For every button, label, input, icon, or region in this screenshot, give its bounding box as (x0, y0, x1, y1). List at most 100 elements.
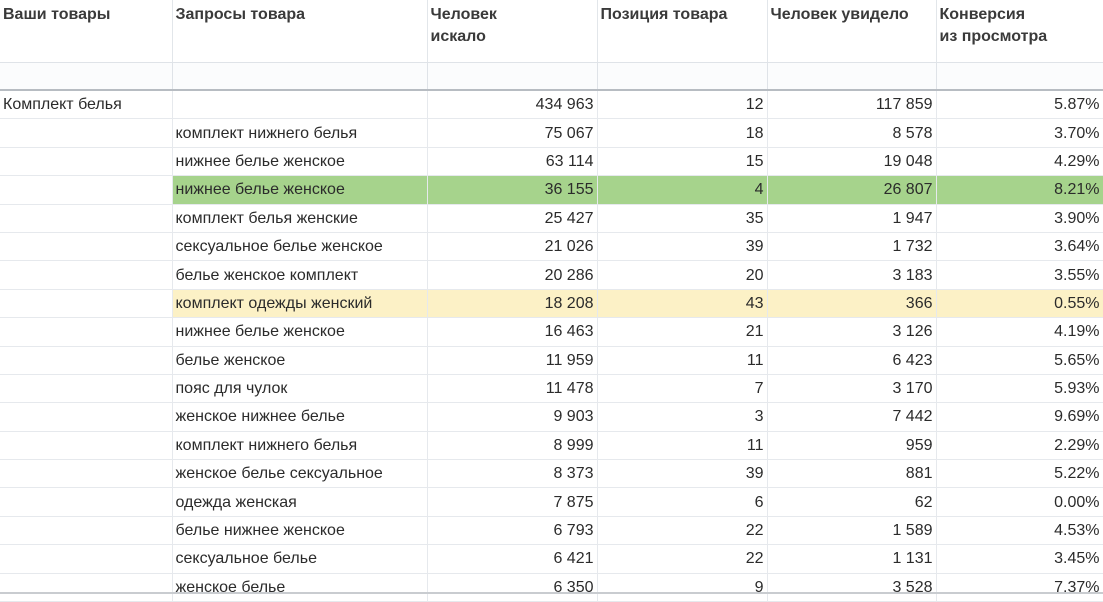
cell-seen[interactable]: 62 (767, 487, 937, 517)
cell-position[interactable]: 35 (597, 204, 768, 233)
header-queries[interactable]: Запросы товара (172, 0, 428, 63)
cell-position[interactable]: 39 (597, 232, 768, 262)
cell-query[interactable]: комплект одежды женский (172, 289, 428, 319)
cell-conversion[interactable]: 0.55% (936, 289, 1103, 319)
cell-product[interactable] (0, 431, 173, 461)
cell-conversion[interactable]: 3.90% (936, 204, 1103, 233)
cell-searched[interactable]: 8 373 (427, 459, 598, 489)
cell-query[interactable]: женское белье (172, 573, 428, 602)
cell-conversion[interactable]: 4.19% (936, 317, 1103, 347)
cell-searched[interactable]: 6 793 (427, 516, 598, 546)
cell-seen[interactable]: 7 442 (767, 402, 937, 432)
cell-seen[interactable]: 19 048 (767, 147, 937, 177)
cell-query[interactable]: женское нижнее белье (172, 402, 428, 432)
filter-cell[interactable] (597, 62, 768, 91)
cell-conversion[interactable]: 5.65% (936, 346, 1103, 375)
cell-conversion[interactable]: 0.00% (936, 487, 1103, 517)
cell-position[interactable]: 6 (597, 487, 768, 517)
cell-searched[interactable]: 16 463 (427, 317, 598, 347)
cell-position[interactable]: 18 (597, 118, 768, 148)
cell-position[interactable]: 39 (597, 459, 768, 489)
cell-seen[interactable]: 3 528 (767, 573, 937, 602)
cell-seen[interactable]: 881 (767, 459, 937, 489)
cell-query[interactable]: белье женское комплект (172, 260, 428, 290)
cell-searched[interactable]: 20 286 (427, 260, 598, 290)
cell-seen[interactable]: 26 807 (767, 175, 937, 205)
cell-conversion[interactable]: 3.55% (936, 260, 1103, 290)
cell-seen[interactable]: 117 859 (767, 90, 937, 120)
cell-product[interactable] (0, 402, 173, 432)
cell-conversion[interactable]: 3.70% (936, 118, 1103, 148)
cell-conversion[interactable]: 4.29% (936, 147, 1103, 177)
cell-seen[interactable]: 1 589 (767, 516, 937, 546)
cell-searched[interactable]: 11 959 (427, 346, 598, 375)
cell-seen[interactable]: 3 126 (767, 317, 937, 347)
cell-query[interactable]: сексуальное белье женское (172, 232, 428, 262)
cell-product[interactable] (0, 573, 173, 602)
cell-position[interactable]: 12 (597, 90, 768, 120)
cell-product[interactable] (0, 487, 173, 517)
cell-product[interactable] (0, 232, 173, 262)
cell-query[interactable]: нижнее белье женское (172, 147, 428, 177)
cell-searched[interactable]: 9 903 (427, 402, 598, 432)
cell-product[interactable] (0, 147, 173, 177)
header-products[interactable]: Ваши товары (0, 0, 173, 63)
cell-seen[interactable]: 8 578 (767, 118, 937, 148)
cell-query[interactable]: белье нижнее женское (172, 516, 428, 546)
cell-conversion[interactable]: 7.37% (936, 573, 1103, 602)
cell-position[interactable]: 22 (597, 544, 768, 574)
cell-position[interactable]: 20 (597, 260, 768, 290)
cell-query[interactable]: женское белье сексуальное (172, 459, 428, 489)
cell-conversion[interactable]: 8.21% (936, 175, 1103, 205)
cell-searched[interactable]: 6 421 (427, 544, 598, 574)
cell-searched[interactable]: 63 114 (427, 147, 598, 177)
cell-conversion[interactable]: 2.29% (936, 431, 1103, 461)
cell-position[interactable]: 11 (597, 346, 768, 375)
cell-product[interactable] (0, 544, 173, 574)
cell-searched[interactable]: 75 067 (427, 118, 598, 148)
header-seen[interactable]: Человек увидело (767, 0, 937, 63)
cell-seen[interactable]: 1 131 (767, 544, 937, 574)
cell-position[interactable]: 3 (597, 402, 768, 432)
cell-product[interactable] (0, 516, 173, 546)
cell-conversion[interactable]: 3.45% (936, 544, 1103, 574)
cell-product[interactable]: Комплект белья (0, 90, 173, 120)
cell-query[interactable]: комплект белья женские (172, 204, 428, 233)
cell-seen[interactable]: 1 947 (767, 204, 937, 233)
cell-position[interactable]: 22 (597, 516, 768, 546)
cell-searched[interactable]: 6 350 (427, 573, 598, 602)
cell-conversion[interactable]: 9.69% (936, 402, 1103, 432)
filter-cell[interactable] (427, 62, 598, 91)
cell-conversion[interactable]: 5.87% (936, 90, 1103, 120)
filter-cell[interactable] (0, 62, 173, 91)
cell-conversion[interactable]: 5.93% (936, 374, 1103, 404)
filter-cell[interactable] (172, 62, 428, 91)
cell-seen[interactable]: 3 183 (767, 260, 937, 290)
cell-position[interactable]: 43 (597, 289, 768, 319)
cell-query[interactable]: комплект нижнего белья (172, 118, 428, 148)
cell-searched[interactable]: 36 155 (427, 175, 598, 205)
header-conversion[interactable]: Конверсия из просмотра (936, 0, 1103, 63)
cell-product[interactable] (0, 118, 173, 148)
cell-query[interactable]: нижнее белье женское (172, 317, 428, 347)
cell-seen[interactable]: 6 423 (767, 346, 937, 375)
cell-query[interactable]: нижнее белье женское (172, 175, 428, 205)
cell-product[interactable] (0, 317, 173, 347)
cell-conversion[interactable]: 5.22% (936, 459, 1103, 489)
cell-searched[interactable]: 21 026 (427, 232, 598, 262)
filter-cell[interactable] (767, 62, 937, 91)
cell-query[interactable]: комплект нижнего белья (172, 431, 428, 461)
cell-seen[interactable]: 3 170 (767, 374, 937, 404)
cell-product[interactable] (0, 289, 173, 319)
cell-seen[interactable]: 1 732 (767, 232, 937, 262)
cell-searched[interactable]: 25 427 (427, 204, 598, 233)
cell-conversion[interactable]: 4.53% (936, 516, 1103, 546)
cell-position[interactable]: 7 (597, 374, 768, 404)
cell-searched[interactable]: 434 963 (427, 90, 598, 120)
cell-query[interactable] (172, 90, 428, 120)
cell-position[interactable]: 9 (597, 573, 768, 602)
cell-seen[interactable]: 959 (767, 431, 937, 461)
cell-position[interactable]: 11 (597, 431, 768, 461)
cell-query[interactable]: белье женское (172, 346, 428, 375)
cell-product[interactable] (0, 374, 173, 404)
